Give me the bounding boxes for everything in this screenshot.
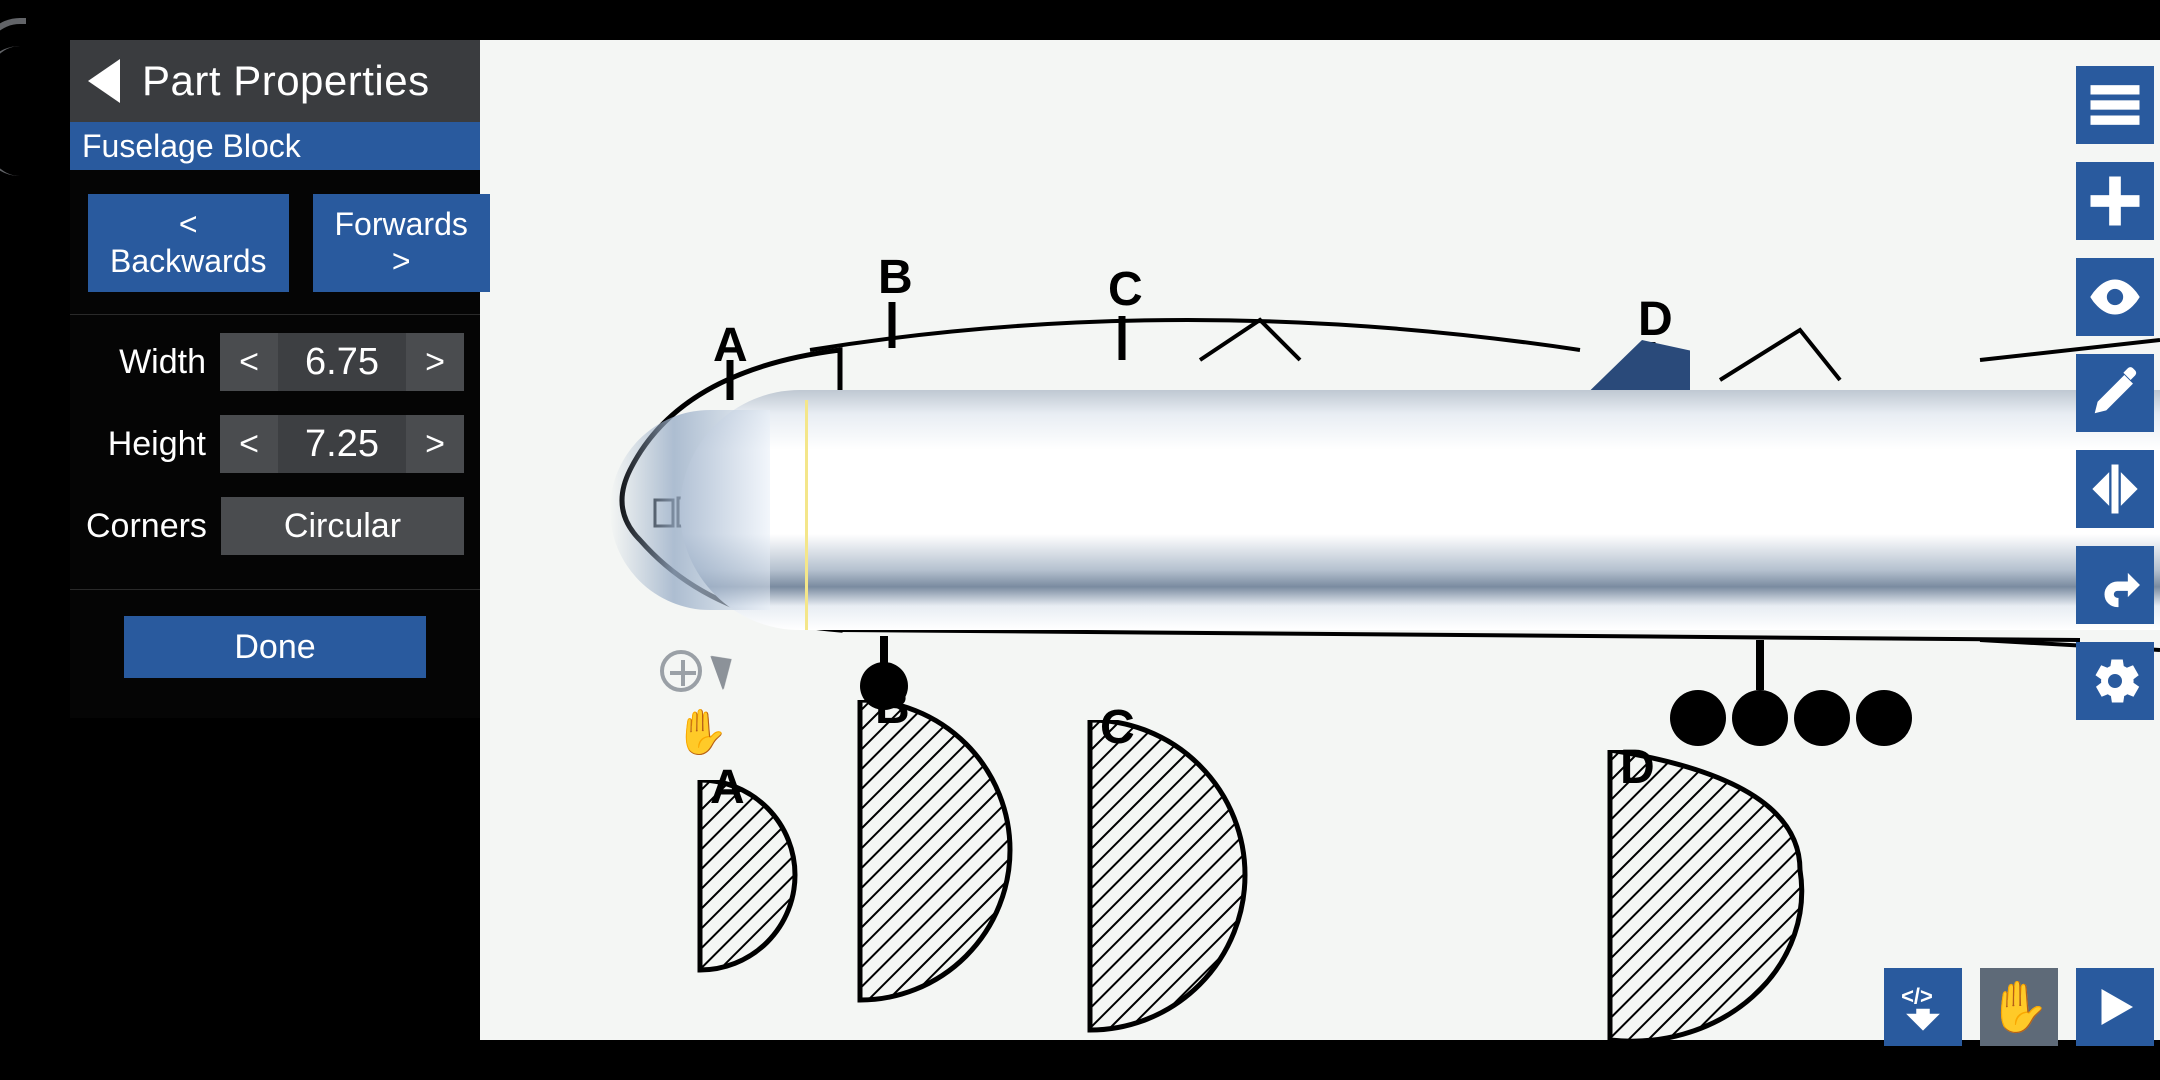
right-toolbar [2076,66,2154,720]
main-gear-wheel [1732,690,1788,746]
paint-icon[interactable] [2076,354,2154,432]
move-gizmo-icon[interactable] [660,650,702,692]
section-label-b-top: B [878,250,913,305]
section-label-c-top: C [1108,262,1143,317]
mirror-icon[interactable] [2076,450,2154,528]
play-icon[interactable] [2076,968,2154,1046]
part-name-header: Fuselage Block [70,122,480,170]
done-button[interactable]: Done [124,616,426,678]
height-increment[interactable]: > [406,415,464,473]
bottom-toolbar: </> ✋ [1884,968,2154,1046]
backwards-button[interactable]: < Backwards [88,194,289,292]
cross-section-d [1600,750,1820,1040]
section-label-d-top: D [1638,292,1673,347]
width-increment[interactable]: > [406,333,464,391]
selection-nav: < Backwards Forwards > [70,170,480,315]
width-stepper: < 6.75 > [220,333,464,391]
part-properties-panel: Part Properties Fuselage Block < Backwar… [70,40,480,718]
corners-row: Corners Circular [86,497,464,555]
back-icon[interactable] [88,59,120,103]
cross-section-b [850,700,1040,1010]
editor-viewport[interactable]: A B C D ✋ A B C D [480,40,2160,1040]
view-icon[interactable] [2076,258,2154,336]
height-value[interactable]: 7.25 [278,415,406,473]
cross-section-a [690,780,810,980]
menu-icon[interactable] [2076,66,2154,144]
width-value[interactable]: 6.75 [278,333,406,391]
transform-gizmo[interactable]: ✋ [660,650,800,770]
cursor-gizmo-icon[interactable] [710,650,739,690]
blueprint-background: A B C D ✋ A B C D [480,40,2160,1040]
height-stepper: < 7.25 > [220,415,464,473]
main-gear-wheel [1794,690,1850,746]
main-gear-wheel [1856,690,1912,746]
section-label-a-top: A [713,318,748,373]
main-gear-wheel [1670,690,1726,746]
panel-collapse-handle[interactable] [0,46,40,176]
redo-icon[interactable] [2076,546,2154,624]
settings-icon[interactable] [2076,642,2154,720]
pan-gizmo-icon[interactable]: ✋ [674,706,729,758]
height-row: Height < 7.25 > [86,415,464,473]
panel-header: Part Properties [70,40,480,122]
width-decrement[interactable]: < [220,333,278,391]
height-decrement[interactable]: < [220,415,278,473]
corners-label: Corners [86,507,207,546]
grab-icon[interactable]: ✋ [1980,968,2058,1046]
height-label: Height [108,425,206,464]
svg-text:</>: </> [1901,984,1933,1009]
corners-value[interactable]: Circular [221,497,464,555]
cross-section-c [1080,720,1280,1040]
properties-list: Width < 6.75 > Height < 7.25 > Corners C… [70,315,480,590]
fuselage-part[interactable] [680,390,2160,630]
forwards-button[interactable]: Forwards > [313,194,490,292]
width-label: Width [119,343,206,382]
xml-icon[interactable]: </> [1884,968,1962,1046]
add-icon[interactable] [2076,162,2154,240]
selection-edge [805,400,808,630]
width-row: Width < 6.75 > [86,333,464,391]
panel-title: Part Properties [142,57,430,105]
